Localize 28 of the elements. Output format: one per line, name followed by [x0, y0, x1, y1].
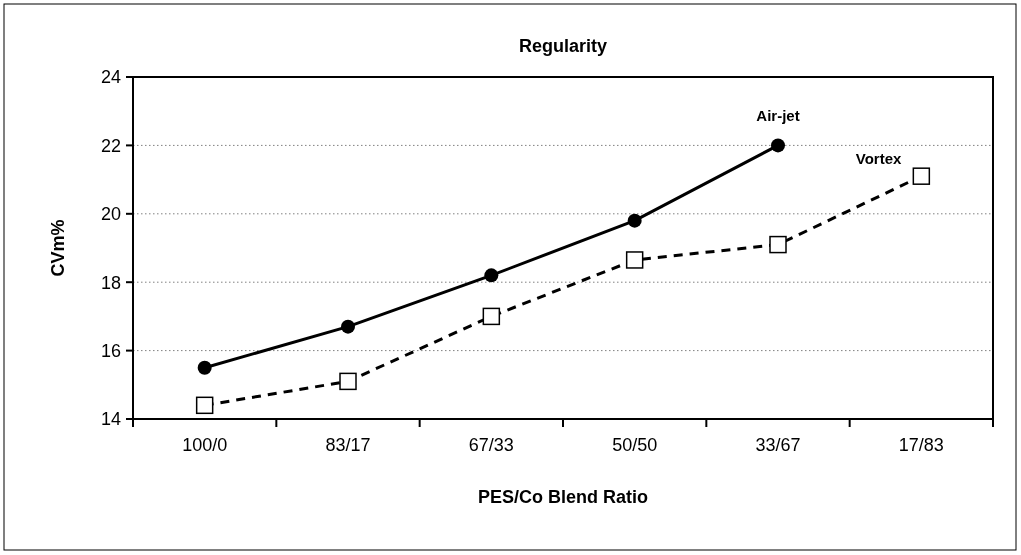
- x-tick-label: 50/50: [612, 435, 658, 455]
- x-tick-label: 83/17: [325, 435, 371, 455]
- y-axis-title: CVm%: [48, 219, 68, 277]
- point: [197, 360, 212, 375]
- chart-title: Regularity: [518, 36, 608, 56]
- x-tick-label: 17/83: [898, 435, 944, 455]
- y-tick-label: 16: [100, 340, 121, 361]
- point: [627, 213, 642, 228]
- y-tick-label: 18: [100, 272, 121, 293]
- point: [195, 396, 214, 415]
- y-tick-label: 22: [100, 135, 121, 156]
- point: [482, 307, 501, 326]
- series-label: Air-jet: [756, 107, 800, 125]
- x-tick-label: 67/33: [468, 435, 514, 455]
- y-tick-label: 20: [100, 204, 121, 225]
- y-tick-label: 14: [100, 409, 121, 430]
- x-tick-label: 33/67: [755, 435, 801, 455]
- point: [771, 138, 785, 153]
- point: [625, 251, 644, 269]
- series-label: Vortex: [855, 150, 902, 168]
- x-tick-label: 100/0: [182, 435, 228, 455]
- x-axis-title: PES/Co Blend Ratio: [477, 487, 649, 507]
- point: [912, 167, 931, 185]
- point: [341, 319, 355, 334]
- point: [339, 372, 357, 391]
- point: [484, 268, 499, 283]
- point: [769, 235, 787, 254]
- y-tick-label: 24: [100, 67, 121, 88]
